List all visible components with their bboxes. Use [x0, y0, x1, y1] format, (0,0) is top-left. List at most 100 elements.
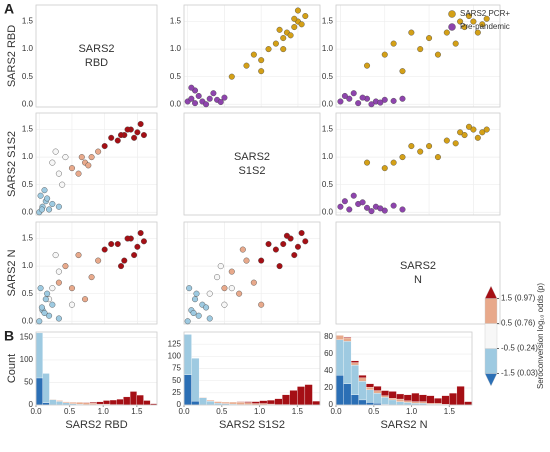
- data-point: [265, 241, 272, 248]
- data-point: [55, 279, 62, 286]
- data-point: [192, 296, 199, 303]
- histogram-bar: [456, 386, 465, 406]
- histogram-bar: [411, 401, 420, 404]
- histogram-bar: [103, 400, 111, 405]
- data-point: [190, 309, 197, 316]
- data-point: [243, 257, 250, 264]
- data-point: [399, 68, 406, 75]
- y-tick-label: 0.0: [22, 207, 34, 216]
- data-point: [364, 204, 371, 211]
- data-point: [203, 101, 210, 108]
- data-point: [239, 246, 246, 253]
- data-point: [221, 301, 228, 308]
- histogram-bar: [373, 386, 382, 391]
- data-point: [124, 235, 131, 242]
- data-point: [206, 95, 213, 102]
- y-tick-label: 1.0: [22, 261, 34, 270]
- legend-marker: [448, 23, 456, 31]
- histogram-bar: [183, 334, 192, 375]
- histogram-bar: [335, 339, 344, 376]
- data-point: [49, 285, 56, 292]
- data-point: [276, 263, 283, 270]
- data-point: [287, 32, 294, 39]
- data-point: [46, 312, 53, 319]
- data-point: [184, 318, 191, 325]
- histogram-bar: [35, 377, 43, 406]
- data-point: [294, 7, 301, 14]
- data-point: [118, 263, 125, 270]
- data-point: [390, 159, 397, 166]
- data-point: [62, 263, 69, 270]
- data-point: [88, 274, 95, 281]
- histogram-bar: [312, 400, 321, 406]
- data-point: [195, 92, 202, 99]
- data-point: [192, 100, 199, 107]
- panel-frame: [183, 331, 321, 406]
- histogram-bar: [373, 390, 382, 394]
- data-point: [381, 51, 388, 58]
- data-point: [283, 232, 290, 239]
- data-point: [408, 29, 415, 36]
- data-point: [52, 252, 59, 259]
- data-point: [114, 137, 121, 144]
- data-point: [359, 94, 366, 101]
- data-point: [434, 154, 441, 161]
- x-axis-label: SARS2 RBD: [65, 419, 127, 431]
- y-tick-label: 0.5: [322, 72, 334, 81]
- data-point: [38, 304, 45, 311]
- histogram-bar: [366, 383, 374, 388]
- data-point: [483, 15, 490, 22]
- histogram-bar: [96, 401, 104, 405]
- colorbar-segment: [484, 348, 498, 374]
- legend-marker: [448, 10, 456, 18]
- data-point: [457, 129, 464, 136]
- data-point: [210, 90, 217, 97]
- histogram-bar: [343, 337, 352, 342]
- histogram-bar: [388, 399, 397, 406]
- y-axis-label: Count: [6, 354, 18, 383]
- histogram-bar: [426, 395, 435, 404]
- data-point: [474, 134, 481, 141]
- histogram-bar: [116, 398, 124, 405]
- data-point: [118, 132, 125, 139]
- data-point: [250, 51, 257, 58]
- histogram-bar: [274, 398, 283, 405]
- data-point: [228, 73, 235, 80]
- histogram-bar: [244, 401, 253, 403]
- y-tick-label: 1.0: [22, 44, 34, 53]
- data-point: [350, 192, 357, 199]
- data-point: [291, 252, 298, 259]
- histogram-bar: [396, 401, 405, 406]
- data-point: [452, 140, 459, 147]
- data-point: [280, 241, 287, 248]
- data-point: [346, 206, 353, 213]
- histogram-bar: [266, 399, 275, 405]
- data-point: [457, 18, 464, 25]
- y-tick-label: 1.5: [22, 125, 34, 134]
- data-point: [443, 137, 450, 144]
- data-point: [408, 143, 415, 150]
- data-point: [68, 285, 75, 292]
- histogram-bar: [388, 391, 397, 399]
- colorbar-segment: [484, 373, 498, 387]
- histogram-bar: [76, 402, 84, 405]
- data-point: [258, 257, 265, 264]
- panel-letter: B: [4, 328, 14, 344]
- data-point: [41, 187, 48, 194]
- data-point: [302, 238, 309, 245]
- data-point: [399, 154, 406, 161]
- histogram-bar: [396, 398, 405, 402]
- data-point: [250, 279, 257, 286]
- histogram-bar: [56, 400, 64, 402]
- panel-frame: [183, 112, 321, 216]
- panel-frame: [35, 4, 158, 108]
- histogram-bar: [358, 399, 367, 406]
- data-point: [206, 315, 213, 322]
- histogram-bar: [123, 396, 131, 406]
- data-point: [131, 252, 138, 259]
- histogram-bar: [229, 401, 238, 405]
- histogram-bar: [62, 401, 70, 403]
- histogram-bar: [129, 391, 137, 406]
- histogram-bar: [343, 383, 352, 406]
- row-label: SARS2 RBD: [6, 25, 18, 87]
